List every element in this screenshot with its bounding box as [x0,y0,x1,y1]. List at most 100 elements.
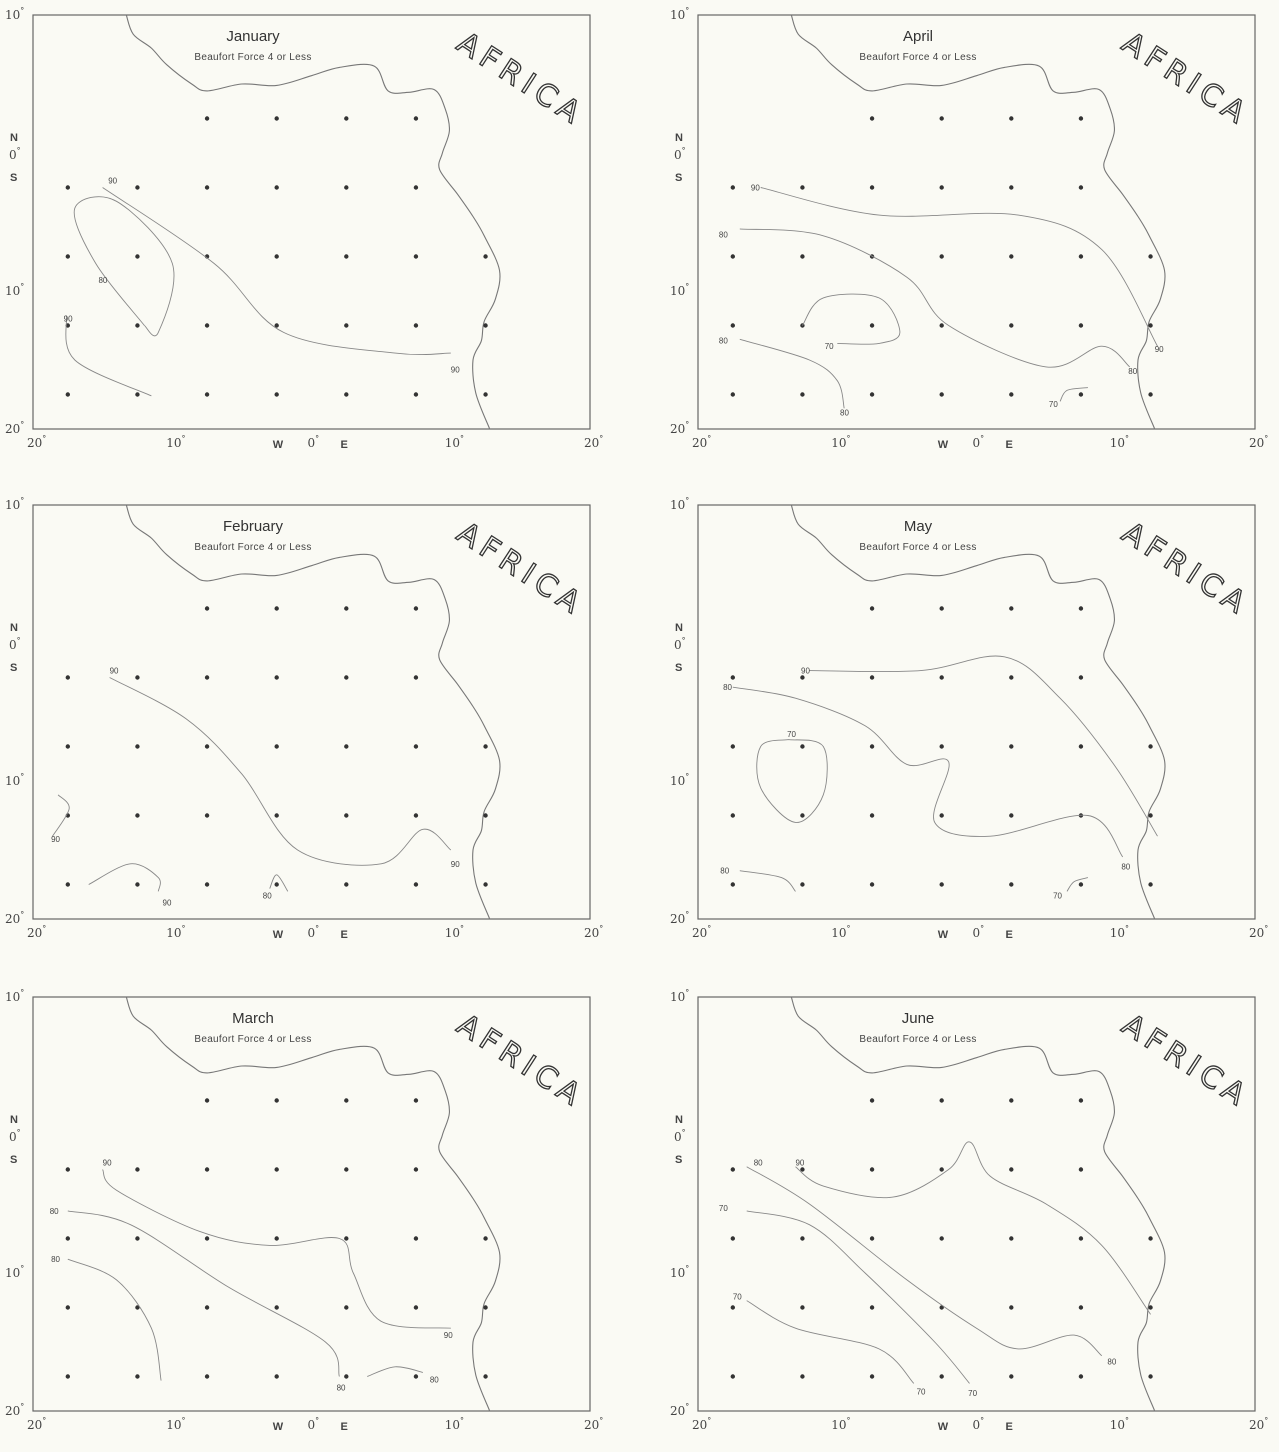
isoline-70 [746,1210,970,1384]
observation-point [135,254,140,259]
continent-label: AFRICA [451,515,592,623]
lon-tick-label: 0° [973,434,985,450]
map-frame [32,504,591,920]
observation-point [274,323,279,328]
observation-point [483,744,488,749]
observation-point [65,744,71,749]
observation-point [135,1374,140,1379]
isoline-label: 90 [451,860,460,869]
observation-point [1148,882,1153,887]
observation-point [344,606,349,611]
north-letter: N [675,1114,683,1126]
observation-point [1009,1236,1014,1241]
observation-point [869,1305,875,1310]
observation-point [869,813,875,818]
observation-point [274,254,279,259]
month-title: March [232,1010,274,1027]
observation-point [204,1374,210,1379]
north-letter: N [10,132,18,144]
observation-point [274,185,279,190]
observation-point [65,1236,71,1241]
lat-tick-label: 0° [9,146,21,162]
observation-point [413,1098,419,1103]
observation-point [869,882,875,887]
isoline-80 [739,870,796,892]
observation-point [204,185,210,190]
observation-point [939,185,944,190]
observation-point [1148,323,1153,328]
observation-point [274,882,279,887]
observation-point [1078,116,1084,121]
lon-tick-label: 10° [445,924,464,940]
map-subtitle: Beaufort Force 4 or Less [859,1034,976,1045]
isoline-label: 70 [968,1389,977,1398]
isoline-label: 80 [263,892,272,901]
continent-label: AFRICA [451,1007,592,1115]
observation-point [344,1167,349,1172]
west-letter: W [273,929,284,941]
observation-point [1148,254,1153,259]
north-letter: N [675,622,683,634]
observation-point [1148,1305,1153,1310]
observation-point [274,606,279,611]
observation-point [869,675,875,680]
lat-tick-label: 0° [674,636,686,652]
observation-point [1078,1305,1084,1310]
map-frame [32,14,591,430]
observation-point [1078,1167,1084,1172]
map-svg: 90 90 80 80 80 80 March Beaufort Force 4 or Les… [5,988,603,1433]
map-panel-april: 90 90 80 80 70 80 80 70 April Beaufort Force 4 or… [665,0,1279,470]
isoline-label: 80 [840,408,849,417]
observation-point [939,813,944,818]
map-frame [697,996,1256,1412]
observation-point [204,323,210,328]
observation-point [413,813,419,818]
isoline-label: 70 [733,1292,742,1301]
isoline-80 [367,1366,423,1377]
observation-point [1009,185,1014,190]
observation-point [135,1167,140,1172]
lon-tick-label: 0° [308,434,320,450]
observation-point [800,254,805,259]
lon-tick-label: 10° [1110,434,1129,450]
month-title: May [904,518,933,535]
lat-tick-label: 20° [670,1402,689,1418]
observation-point [1009,116,1014,121]
isoline-label: 70 [825,342,834,351]
observation-point [204,1236,210,1241]
map-svg: 90 90 80 80 70 80 80 70 April Beaufort Force 4 or… [670,6,1268,451]
observation-point [730,882,736,887]
lat-tick-label: 20° [5,420,24,436]
observation-point [800,744,805,749]
observation-point [869,323,875,328]
observation-point [274,1374,279,1379]
isoline-label: 70 [917,1388,926,1397]
lon-tick-label: 20° [692,924,711,940]
map-svg: 90 80 80 70 70 70 70 June Beaufort Force 4 or Le… [670,988,1268,1433]
lon-tick-label: 0° [973,924,985,940]
observation-point [483,1305,488,1310]
map-panel-may: 90 80 80 70 80 70 May Beaufort Force 4 or Less A… [665,490,1279,960]
observation-point [204,1167,210,1172]
observation-point [413,392,419,397]
isoline-label: 80 [720,867,729,876]
observation-point [204,675,210,680]
observation-point [483,1374,488,1379]
isoline-label: 80 [1107,1357,1116,1366]
south-letter: S [10,662,17,674]
observation-point [1078,1098,1084,1103]
isoline-label: 80 [337,1384,346,1393]
lon-tick-label: 10° [1110,924,1129,940]
isoline-80 [73,196,175,337]
observation-point [135,392,140,397]
lat-tick-label: 0° [9,1128,21,1144]
isoline-70 [746,1300,915,1384]
isoline-label: 80 [754,1159,763,1168]
observation-point [204,116,210,121]
observation-point [1009,392,1014,397]
isoline-label: 90 [451,366,460,375]
observation-point [413,185,419,190]
observation-point [274,1167,279,1172]
lat-tick-label: 10° [5,988,24,1004]
isoline-90 [52,794,70,837]
